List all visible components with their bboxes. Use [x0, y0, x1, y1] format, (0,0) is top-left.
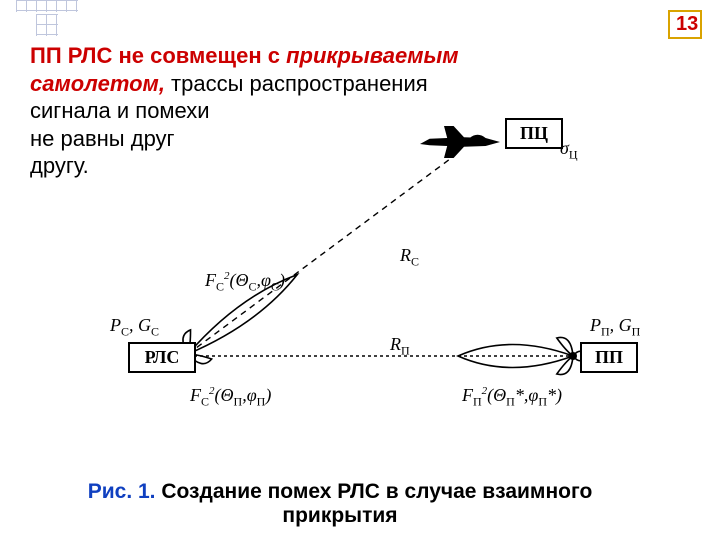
diagram-area: РЛС ПП ПЦ RС RП PС, GС PП, GП σЦ FС2(ΘС,… — [110, 110, 670, 450]
deco-hatch-2 — [36, 14, 58, 36]
aircraft-icon — [420, 126, 500, 158]
label-sigma: σЦ — [560, 138, 578, 163]
figure-caption: Рис. 1. Создание помех РЛС в случае взаи… — [70, 480, 610, 528]
node-rls: РЛС — [128, 342, 196, 373]
label-PcGc: PС, GС — [110, 315, 159, 340]
caption-label: Рис. 1. — [88, 480, 162, 503]
label-Fc2c: FС2(ΘС,φС) — [205, 270, 285, 295]
page-number: 13 — [668, 10, 702, 39]
para-seg-1: ПП РЛС не совмещен с — [30, 43, 286, 68]
label-Rp: RП — [390, 334, 410, 359]
label-Rc: RС — [400, 245, 419, 270]
para-seg-3: , — [159, 71, 171, 96]
node-pc: ПЦ — [505, 118, 563, 149]
node-pp: ПП — [580, 342, 638, 373]
deco-hatch-1 — [16, 0, 78, 12]
label-Fc2p: FС2(ΘП,φП) — [190, 385, 271, 410]
caption-text: Создание помех РЛС в случае взаимного пр… — [161, 480, 592, 527]
para-seg-6: другу. — [30, 153, 89, 178]
label-PpGp: PП, GП — [590, 315, 640, 340]
pp-origin-dot — [569, 352, 577, 360]
label-Fp2: FП2(ΘП*,φП*) — [462, 385, 562, 410]
